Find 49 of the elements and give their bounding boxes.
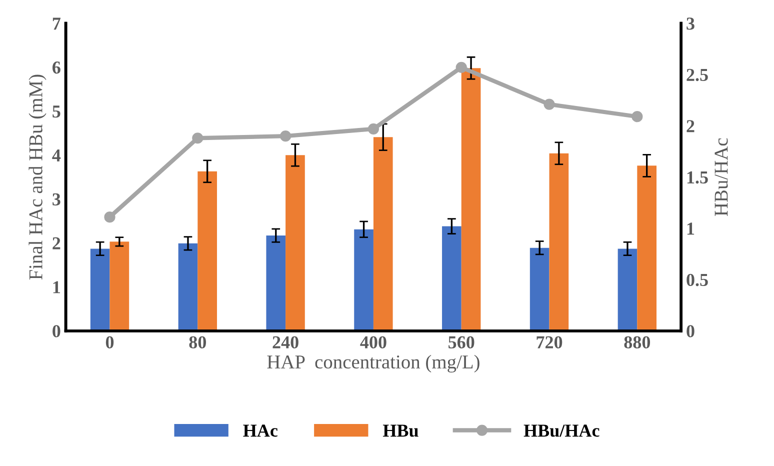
bar: [266, 236, 286, 331]
x-tick-label: 720: [536, 336, 562, 348]
point: [192, 132, 204, 144]
point: [544, 98, 555, 110]
point: [632, 111, 643, 122]
y2-tick-label: 2.5: [686, 68, 708, 82]
legend-label: HBu: [382, 424, 418, 437]
legend-label: HAc: [243, 424, 278, 437]
point: [368, 123, 380, 134]
bar: [461, 68, 481, 331]
point: [280, 130, 292, 142]
x-tick-label: 0: [106, 336, 114, 348]
legend-label: HBu/HAc: [524, 424, 600, 437]
y2-tick-label: 2: [686, 120, 694, 132]
y2-tick-label: 1: [687, 222, 694, 235]
x-tick-label: 240: [272, 336, 298, 348]
y-tick-label: 1: [53, 281, 60, 294]
y-tick-label: 0: [52, 325, 60, 338]
bar: [442, 226, 462, 331]
y-axis-title: Final HAc and HBu (mM): [28, 74, 46, 280]
bar: [354, 229, 374, 331]
y2-tick-label: 0.5: [686, 274, 708, 286]
x-tick-label: 880: [624, 336, 650, 348]
bar: [373, 137, 393, 331]
bar: [530, 248, 550, 331]
y-tick-label: 2: [52, 237, 60, 250]
y-tick-label: 7: [52, 18, 60, 30]
point: [456, 62, 467, 73]
bar: [110, 242, 130, 331]
x-tick-label: 560: [448, 336, 474, 348]
bar: [549, 153, 569, 331]
y-tick-label: 5: [52, 106, 60, 118]
y2-tick-label: 0: [686, 325, 694, 338]
bar: [637, 166, 657, 331]
bar: [178, 243, 198, 331]
bar: [286, 155, 305, 331]
y-tick-label: 3: [52, 193, 60, 206]
bar: [198, 171, 217, 331]
y2-tick-label: 3: [686, 18, 694, 30]
y-tick-label: 6: [52, 62, 60, 74]
x-tick-label: 400: [360, 336, 386, 348]
y2-tick-label: 1.5: [687, 171, 708, 184]
y2-axis-title: HBu/HAc: [714, 138, 728, 216]
bar: [618, 248, 638, 331]
point: [104, 212, 116, 223]
x-tick-label: 80: [189, 336, 206, 348]
bar: [90, 248, 110, 331]
y-tick-label: 4: [52, 149, 61, 162]
x-axis-title: HAP concentration (mg/L): [267, 354, 480, 373]
